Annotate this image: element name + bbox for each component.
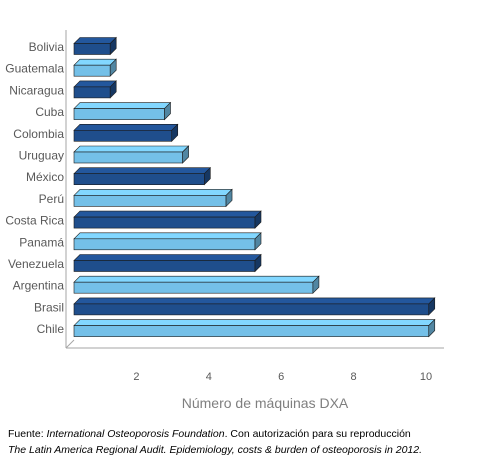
category-label: Venezuela: [8, 257, 64, 271]
bar-top-face: [73, 254, 262, 261]
bar-end-face: [109, 36, 117, 56]
category-label: Bolivia: [29, 40, 65, 54]
category-label: Cuba: [35, 105, 64, 119]
category-labels: Bolivia Guatemala Nicaragua Cuba Colombia Uru…: [5, 40, 64, 336]
bar: [73, 188, 233, 208]
x-tick-label: 4: [206, 371, 212, 383]
bar-front-face: [73, 325, 430, 337]
bar: [73, 80, 117, 99]
caption-prefix: Fuente:: [8, 428, 47, 440]
bar-end-face: [182, 145, 189, 164]
x-axis-title: Número de máquinas DXA: [182, 395, 349, 411]
category-label: Costa Rica: [5, 214, 64, 228]
bar-top-face: [73, 167, 212, 174]
bar-front-face: [73, 151, 183, 164]
bar-end-face: [164, 101, 171, 121]
bar-end-face: [428, 318, 436, 338]
category-label: Panamá: [19, 235, 64, 249]
bar-top-face: [73, 58, 117, 66]
bar-end-face: [109, 58, 117, 77]
bar: [73, 101, 172, 121]
bar-front-face: [73, 216, 256, 229]
category-label: México: [26, 170, 64, 184]
bar-front-face: [73, 303, 430, 316]
bar-top-face: [73, 37, 117, 44]
bar-end-face: [254, 253, 262, 273]
bar-chart: Bolivia Guatemala Nicaragua Cuba Colombia Uru…: [5, 30, 444, 411]
bar: [73, 253, 262, 273]
x-tick-label: 8: [351, 371, 357, 383]
category-label: Perú: [39, 192, 64, 206]
x-tick-label: 6: [278, 371, 284, 383]
bar-top-face: [73, 124, 179, 131]
chart-bars: [73, 36, 436, 338]
bar-front-face: [73, 238, 256, 251]
bar-top-face: [73, 80, 117, 88]
bar-top-face: [73, 319, 436, 326]
bar: [73, 318, 436, 338]
bar-top-face: [73, 189, 233, 196]
bar-front-face: [73, 64, 111, 77]
bar-end-face: [254, 210, 262, 229]
figure-caption: Fuente: International Osteoporosis Found…: [8, 426, 486, 458]
bar-front-face: [73, 86, 111, 99]
x-tick-labels: 2 4 6 8 10: [133, 371, 432, 383]
category-label: Brasil: [34, 300, 64, 314]
category-label: Nicaragua: [9, 83, 64, 97]
caption-line-1: Fuente: International Osteoporosis Found…: [8, 426, 486, 442]
bar: [73, 275, 320, 294]
bar-top-face: [73, 210, 262, 218]
caption-source: International Osteoporosis Foundation: [46, 428, 225, 440]
bar-end-face: [312, 275, 320, 294]
bar-end-face: [254, 232, 262, 251]
bar-end-face: [109, 80, 117, 99]
bar-end-face: [225, 188, 233, 208]
bar-front-face: [73, 43, 111, 55]
category-label: Colombia: [13, 127, 64, 141]
bar: [73, 232, 262, 251]
bar-top-face: [73, 297, 436, 305]
bar: [73, 145, 190, 164]
bar-top-face: [73, 232, 262, 240]
chart-axes: [65, 30, 444, 349]
bar: [73, 36, 117, 56]
caption-source-suffix: . Con autorización para su reproducción: [224, 428, 411, 440]
bar: [73, 58, 117, 77]
bar: [73, 210, 262, 229]
x-tick-label: 2: [133, 371, 139, 383]
x-tick-label: 10: [420, 371, 432, 383]
bar-end-face: [204, 166, 211, 186]
bar-end-face: [428, 297, 436, 316]
bar-front-face: [73, 130, 173, 142]
bar-top-face: [73, 102, 172, 109]
bar: [73, 297, 436, 316]
bar-top-face: [73, 145, 190, 153]
bar-front-face: [73, 281, 314, 294]
axis-depth-line: [65, 339, 75, 349]
bar: [73, 166, 212, 186]
category-label: Uruguay: [19, 149, 64, 163]
bar-front-face: [73, 108, 165, 120]
category-label: Argentina: [13, 279, 65, 293]
bar-end-face: [171, 123, 179, 143]
category-label: Guatemala: [5, 62, 64, 76]
bar-front-face: [73, 195, 227, 207]
caption-line-2: The Latin America Regional Audit. Epidem…: [8, 444, 423, 456]
bar-top-face: [73, 275, 320, 283]
category-label: Chile: [37, 322, 65, 336]
bar-front-face: [73, 260, 256, 272]
bar-front-face: [73, 173, 205, 185]
bar: [73, 123, 179, 143]
